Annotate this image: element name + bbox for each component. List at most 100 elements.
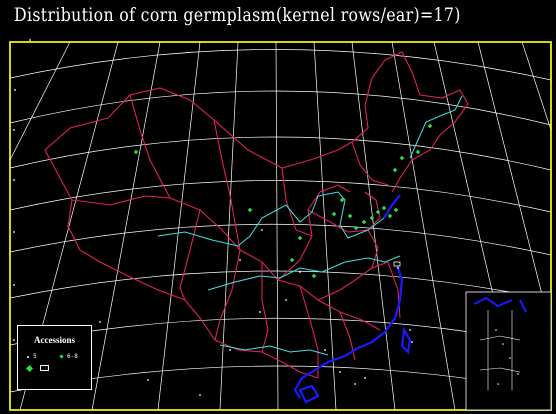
inset-islands (495, 329, 519, 385)
accession-marker-green (133, 149, 139, 155)
parallel-line (9, 136, 552, 171)
white-dot-icon (27, 355, 29, 358)
accession-marker-white (14, 89, 16, 91)
hainan-island (298, 384, 320, 404)
province-boundary (299, 285, 319, 378)
green-small-diamond-icon (59, 354, 64, 359)
inset-coastline (473, 296, 513, 308)
parallel-line (9, 49, 552, 81)
accession-marker-white (199, 394, 201, 396)
accession-marker-white (13, 231, 15, 233)
legend-item: 6-8 (59, 353, 78, 360)
legend-label: 5 (33, 353, 37, 360)
province-boundary (214, 249, 241, 341)
accession-marker-green (415, 149, 421, 155)
accession-marker-green (392, 167, 398, 173)
map-frame (9, 41, 552, 411)
province-boundary (281, 167, 313, 237)
national-boundary (44, 149, 319, 379)
accession-marker-white (13, 339, 15, 341)
legend-box: Accessions 5 6-8 (17, 325, 92, 390)
accession-marker-white (299, 271, 301, 273)
accession-marker-green (387, 213, 393, 219)
yangtze-river (207, 255, 401, 291)
accession-marker-green (369, 215, 375, 221)
accession-marker-white (13, 179, 15, 181)
province-boundary (387, 261, 401, 319)
accession-marker-box (393, 261, 401, 267)
accession-marker-green (347, 213, 353, 219)
meridian-line (391, 41, 456, 411)
accession-marker-green (353, 225, 359, 231)
legend-item (40, 365, 49, 371)
meridian-line (275, 41, 279, 411)
accession-marker-white (13, 284, 15, 286)
pearl-river (219, 344, 329, 356)
province-boundary (261, 262, 269, 353)
province-boundary (317, 261, 389, 301)
parallel-line (9, 180, 552, 213)
parallel-line (9, 270, 552, 301)
accession-marker-white (229, 349, 231, 351)
province-boundary (277, 184, 351, 281)
meridian-line (313, 41, 337, 411)
legend-title: Accessions (34, 335, 75, 345)
accession-marker-white (147, 379, 149, 381)
coastline-east (293, 261, 404, 399)
accession-marker-white (13, 129, 15, 131)
national-boundary (44, 51, 469, 193)
inset-graticule (479, 335, 521, 373)
accession-marker-white (397, 267, 399, 269)
accession-marker-white (364, 377, 366, 379)
map-title: Distribution of corn germplasm(kernel ro… (14, 4, 461, 26)
accession-marker-white (99, 321, 101, 323)
accession-marker-white (411, 341, 413, 343)
yellow-river (157, 191, 385, 247)
legend-item: 5 (27, 353, 37, 360)
province-boundary (351, 141, 389, 186)
accession-marker-green (331, 211, 337, 217)
province-boundary (367, 229, 379, 269)
accession-marker-green (361, 219, 367, 225)
meridian-line (157, 41, 201, 411)
meridian-line (477, 41, 552, 331)
province-boundary (213, 119, 241, 251)
accession-marker-white (285, 299, 287, 301)
province-boundary (71, 195, 381, 331)
inset-graticule (487, 310, 513, 390)
accession-marker-white (339, 371, 341, 373)
legend-item (25, 364, 34, 373)
accession-marker-white (29, 39, 31, 41)
river-lines (157, 95, 463, 356)
accession-marker-green (399, 155, 405, 161)
accession-marker-green (375, 209, 381, 215)
south-china-sea-inset (465, 291, 552, 411)
accession-marker-white (354, 383, 356, 385)
province-boundary (129, 94, 171, 199)
accession-marker-white (409, 329, 411, 331)
meridian-line (219, 41, 239, 411)
province-boundary (339, 311, 356, 361)
meridian-line (91, 41, 161, 411)
accession-marker-green (289, 257, 295, 263)
province-boundary (179, 209, 201, 301)
accession-marker-green (297, 235, 303, 241)
accession-marker-green (381, 205, 387, 211)
inset-frame (465, 291, 552, 411)
boundary-lines (44, 51, 469, 379)
white-box-icon (40, 365, 49, 371)
coastline (293, 194, 412, 404)
accession-marker-white (239, 259, 241, 261)
taiwan-island (400, 326, 412, 355)
accession-marker-white (259, 311, 261, 313)
coastline-north (383, 194, 401, 219)
meridian-line (521, 41, 552, 131)
green-diamond-icon (25, 364, 34, 373)
accession-marker-white (324, 349, 326, 351)
parallel-line (9, 90, 552, 126)
accession-marker-green (427, 123, 433, 129)
accession-marker-green (247, 207, 253, 213)
legend-label: 6-8 (67, 353, 78, 360)
meridian-line (9, 41, 71, 161)
